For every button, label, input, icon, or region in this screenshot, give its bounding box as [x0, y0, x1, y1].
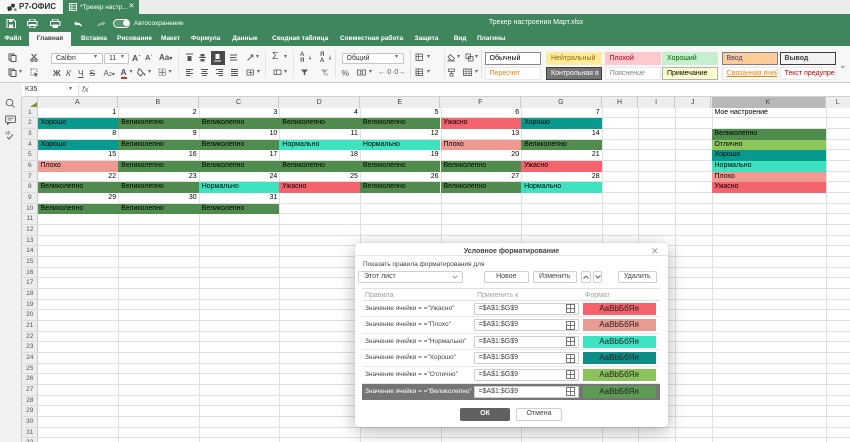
svg-text:ab: ab: [5, 131, 11, 137]
